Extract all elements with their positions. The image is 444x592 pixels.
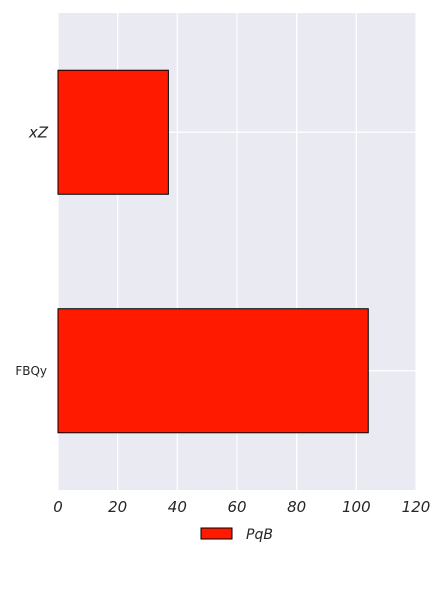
x-tick-label-20: 20	[108, 498, 127, 516]
y-tick-label-fbqy: FBQy	[15, 364, 47, 378]
legend-swatch-pqb	[200, 527, 233, 540]
bars	[57, 69, 369, 434]
legend-label-pqb: PqB	[246, 527, 273, 543]
x-tick-label-60: 60	[227, 498, 246, 516]
y-tick-label-xz: xZ	[28, 123, 49, 141]
y-axis-ticks: xZ FBQy	[15, 123, 48, 378]
bar-xz	[57, 69, 169, 195]
x-tick-label-100: 100	[342, 498, 371, 516]
legend: PqB	[200, 527, 273, 543]
x-tick-label-80: 80	[287, 498, 306, 516]
x-tick-label-120: 120	[402, 498, 431, 516]
x-axis-ticks: 0 20 40 60 80 100 120	[53, 498, 430, 516]
x-tick-label-40: 40	[168, 498, 187, 516]
x-tick-label-0: 0	[53, 498, 63, 516]
bar-fbqy	[57, 308, 369, 434]
